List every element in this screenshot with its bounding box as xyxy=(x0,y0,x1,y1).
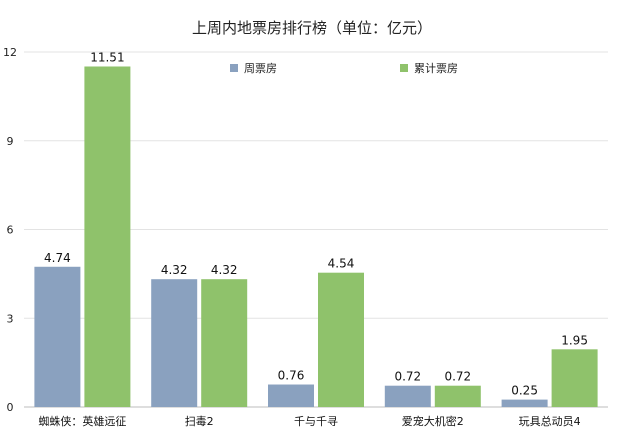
y-tick-label: 12 xyxy=(3,46,17,59)
data-label: 11.51 xyxy=(90,50,124,64)
category-label: 扫毒2 xyxy=(185,415,214,428)
data-label: 0.25 xyxy=(511,384,538,398)
bar-weekly xyxy=(384,385,431,407)
data-label: 4.32 xyxy=(211,263,238,277)
category-label: 蜘蛛侠：英雄远征 xyxy=(38,414,126,428)
bar-weekly xyxy=(501,399,548,407)
bar-cumulative xyxy=(201,279,248,407)
legend: 周票房 累计票房 xyxy=(230,62,458,75)
legend-label: 累计票房 xyxy=(414,62,458,75)
bar-weekly xyxy=(151,279,198,407)
category-label: 爱宠大机密2 xyxy=(402,414,464,428)
legend-label: 周票房 xyxy=(244,62,277,75)
data-label: 4.74 xyxy=(44,251,71,265)
category-label: 千与千寻 xyxy=(294,415,338,428)
data-label: 0.72 xyxy=(444,370,471,384)
data-label: 0.76 xyxy=(278,369,305,383)
y-tick-label: 9 xyxy=(7,135,14,148)
data-label: 4.32 xyxy=(161,263,188,277)
bar-weekly xyxy=(268,384,314,407)
bars: 4.74 11.51 4.32 4.32 0.76 4.54 0.72 0.72 0.25 1.9… xyxy=(34,50,598,407)
y-tick-label: 6 xyxy=(7,224,14,237)
x-axis: 蜘蛛侠：英雄远征 扫毒2 千与千寻 爱宠大机密2 玩具总动员4 xyxy=(38,414,580,428)
bar-cumulative xyxy=(318,272,364,407)
data-label: 1.95 xyxy=(561,333,588,347)
chart-title: 上周内地票房排行榜（单位：亿元） xyxy=(192,19,432,37)
bar-cumulative xyxy=(434,385,481,407)
legend-swatch xyxy=(400,64,408,72)
y-tick-label: 0 xyxy=(7,401,14,414)
data-label: 0.72 xyxy=(394,370,421,384)
y-axis: 0 3 6 9 12 xyxy=(3,46,17,414)
bar-cumulative xyxy=(84,66,131,407)
data-label: 4.54 xyxy=(328,257,355,271)
y-tick-label: 3 xyxy=(7,312,14,325)
bar-cumulative xyxy=(551,349,598,407)
category-label: 玩具总动员4 xyxy=(519,414,581,428)
legend-swatch xyxy=(230,64,238,72)
bar-weekly xyxy=(34,266,81,407)
